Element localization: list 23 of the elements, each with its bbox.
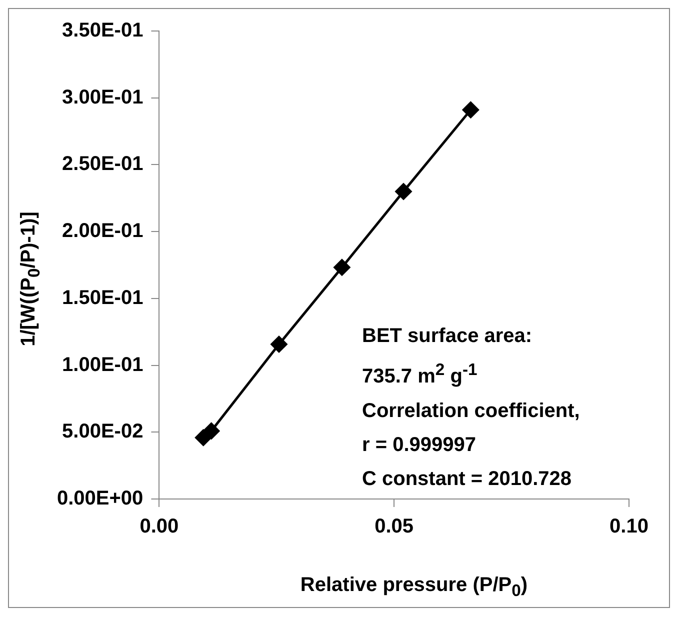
point [395,183,412,200]
point [270,336,288,353]
y-tick-label: 0.00E+00 [56,488,144,510]
x-tick-label: 0.00 [140,516,179,538]
annotation: r = 0.999997 [362,432,477,458]
y-tick-label: 2.00E-01 [62,220,144,242]
annotation: 735.7 m$^{2}$ g$^{-1}$ [362,359,478,390]
annotation: BET surface area: [362,324,534,349]
x-axis-title: Relative pressure (P/P$_{0}$) [300,574,528,601]
y-tick-label: 3.50E-01 [62,20,144,42]
point [195,429,212,446]
annotation: C constant = 2010.728 [362,466,573,492]
y-tick-label: 5.00E-02 [62,420,144,443]
annotation: Correlation coefficient, [362,398,580,424]
point [334,259,350,276]
y-tick-label: 3.00E-01 [62,86,144,108]
point [203,422,220,440]
x-tick-label: 0.05 [374,516,414,538]
y-tick-label: 2.50E-01 [62,153,144,176]
point [462,102,479,118]
x-tick-label: 0.10 [610,516,648,538]
y-tick-label: 1.50E-01 [62,286,144,309]
y-tick-label: 1.00E-01 [62,354,144,376]
